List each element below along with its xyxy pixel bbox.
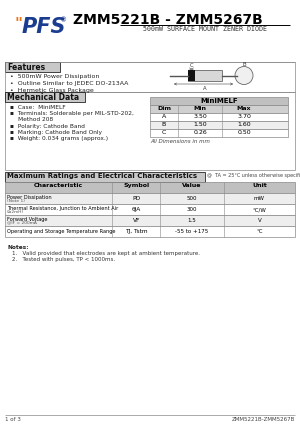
- Bar: [150, 97, 288, 105]
- Text: Features: Features: [7, 63, 45, 72]
- Text: Operating and Storage Temperature Range: Operating and Storage Temperature Range: [7, 229, 116, 234]
- Text: 1.60: 1.60: [237, 122, 251, 127]
- Text: 3.70: 3.70: [237, 114, 251, 119]
- Text: •  Outline Similar to JEDEC DO-213AA: • Outline Similar to JEDEC DO-213AA: [10, 81, 128, 86]
- Bar: [188, 70, 222, 81]
- Text: 1 of 3: 1 of 3: [5, 417, 21, 422]
- Bar: [5, 172, 205, 182]
- Bar: [150, 121, 288, 129]
- Text: 1.5: 1.5: [188, 218, 197, 223]
- Text: PD: PD: [132, 196, 140, 201]
- Text: Forward Voltage: Forward Voltage: [7, 216, 47, 221]
- Text: 2.   Tested with pulses, TP < 1000ms.: 2. Tested with pulses, TP < 1000ms.: [12, 257, 115, 261]
- Text: A: A: [203, 86, 207, 91]
- Bar: [150, 113, 288, 121]
- Text: B: B: [242, 62, 246, 67]
- Text: Max: Max: [237, 106, 251, 111]
- Text: 0.50: 0.50: [237, 130, 251, 135]
- Text: C: C: [190, 63, 193, 68]
- Text: °C: °C: [256, 229, 263, 234]
- Text: Symbol: Symbol: [123, 183, 149, 188]
- Text: Characteristic: Characteristic: [34, 183, 83, 188]
- Bar: [5, 215, 295, 226]
- Text: ZMM5221B - ZMM5267B: ZMM5221B - ZMM5267B: [73, 13, 263, 27]
- Text: (≥2mH): (≥2mH): [7, 210, 24, 213]
- Text: Mechanical Data: Mechanical Data: [7, 93, 79, 102]
- Text: ▪  Case:  MiniMELF: ▪ Case: MiniMELF: [10, 105, 66, 110]
- Text: ZMM5221B-ZMM5267B: ZMM5221B-ZMM5267B: [232, 417, 295, 422]
- Text: 500: 500: [187, 196, 197, 201]
- Text: ▪  Terminals: Solderable per MIL-STD-202,: ▪ Terminals: Solderable per MIL-STD-202,: [10, 111, 134, 116]
- Text: Notes:: Notes:: [7, 245, 28, 250]
- Text: ▪  Marking: Cathode Band Only: ▪ Marking: Cathode Band Only: [10, 130, 102, 135]
- Text: V: V: [258, 218, 261, 223]
- Text: ®: ®: [60, 17, 67, 23]
- Bar: [0, 0, 300, 65]
- Text: °C/W: °C/W: [253, 207, 266, 212]
- Bar: [5, 62, 60, 72]
- Circle shape: [235, 66, 253, 85]
- Text: 3.50: 3.50: [193, 114, 207, 119]
- Text: B: B: [162, 122, 166, 127]
- Bar: [150, 129, 288, 137]
- Bar: [5, 193, 295, 204]
- Text: 1.50: 1.50: [193, 122, 207, 127]
- Text: ": ": [15, 17, 23, 32]
- Text: mW: mW: [254, 196, 265, 201]
- Text: VF: VF: [133, 218, 140, 223]
- Text: MiniMELF: MiniMELF: [200, 98, 238, 104]
- Bar: [150, 105, 288, 113]
- Bar: [188, 70, 195, 81]
- Text: PFS: PFS: [22, 17, 67, 37]
- Text: -55 to +175: -55 to +175: [176, 229, 209, 234]
- Bar: [5, 92, 295, 170]
- Bar: [5, 62, 295, 92]
- Text: 300: 300: [187, 207, 197, 212]
- Bar: [5, 92, 85, 102]
- Text: ▪  Weight: 0.034 grams (approx.): ▪ Weight: 0.034 grams (approx.): [10, 136, 108, 141]
- Bar: [5, 226, 295, 237]
- Text: Unit: Unit: [252, 183, 267, 188]
- Text: Min: Min: [194, 106, 206, 111]
- Text: TJ, Tstm: TJ, Tstm: [125, 229, 148, 234]
- Bar: [5, 182, 295, 193]
- Bar: [5, 204, 295, 215]
- Text: All Dimensions in mm: All Dimensions in mm: [150, 139, 210, 144]
- Text: Method 208: Method 208: [18, 117, 53, 122]
- Text: 0.26: 0.26: [193, 130, 207, 135]
- Text: C: C: [162, 130, 166, 135]
- Text: 500mW SURFACE MOUNT ZENER DIODE: 500mW SURFACE MOUNT ZENER DIODE: [143, 26, 267, 32]
- Text: A: A: [162, 114, 166, 119]
- Text: •  Hermetic Glass Package: • Hermetic Glass Package: [10, 88, 94, 93]
- Text: @  TA = 25°C unless otherwise specified: @ TA = 25°C unless otherwise specified: [207, 173, 300, 178]
- Text: Power Dissipation: Power Dissipation: [7, 195, 52, 199]
- Text: θJA: θJA: [132, 207, 141, 212]
- Text: •  500mW Power Dissipation: • 500mW Power Dissipation: [10, 74, 99, 79]
- Text: Dim: Dim: [157, 106, 171, 111]
- Text: 1.   Valid provided that electrodes are kept at ambient temperature.: 1. Valid provided that electrodes are ke…: [12, 251, 200, 256]
- Text: (Note 1): (Note 1): [7, 198, 25, 202]
- Text: Thermal Resistance, Junction to Ambient Air: Thermal Resistance, Junction to Ambient …: [7, 206, 118, 210]
- Text: ▪  Polarity: Cathode Band: ▪ Polarity: Cathode Band: [10, 124, 85, 129]
- Text: @IF = 200mA: @IF = 200mA: [7, 221, 37, 224]
- Text: Value: Value: [182, 183, 202, 188]
- Text: Maximum Ratings and Electrical Characteristics: Maximum Ratings and Electrical Character…: [7, 173, 197, 179]
